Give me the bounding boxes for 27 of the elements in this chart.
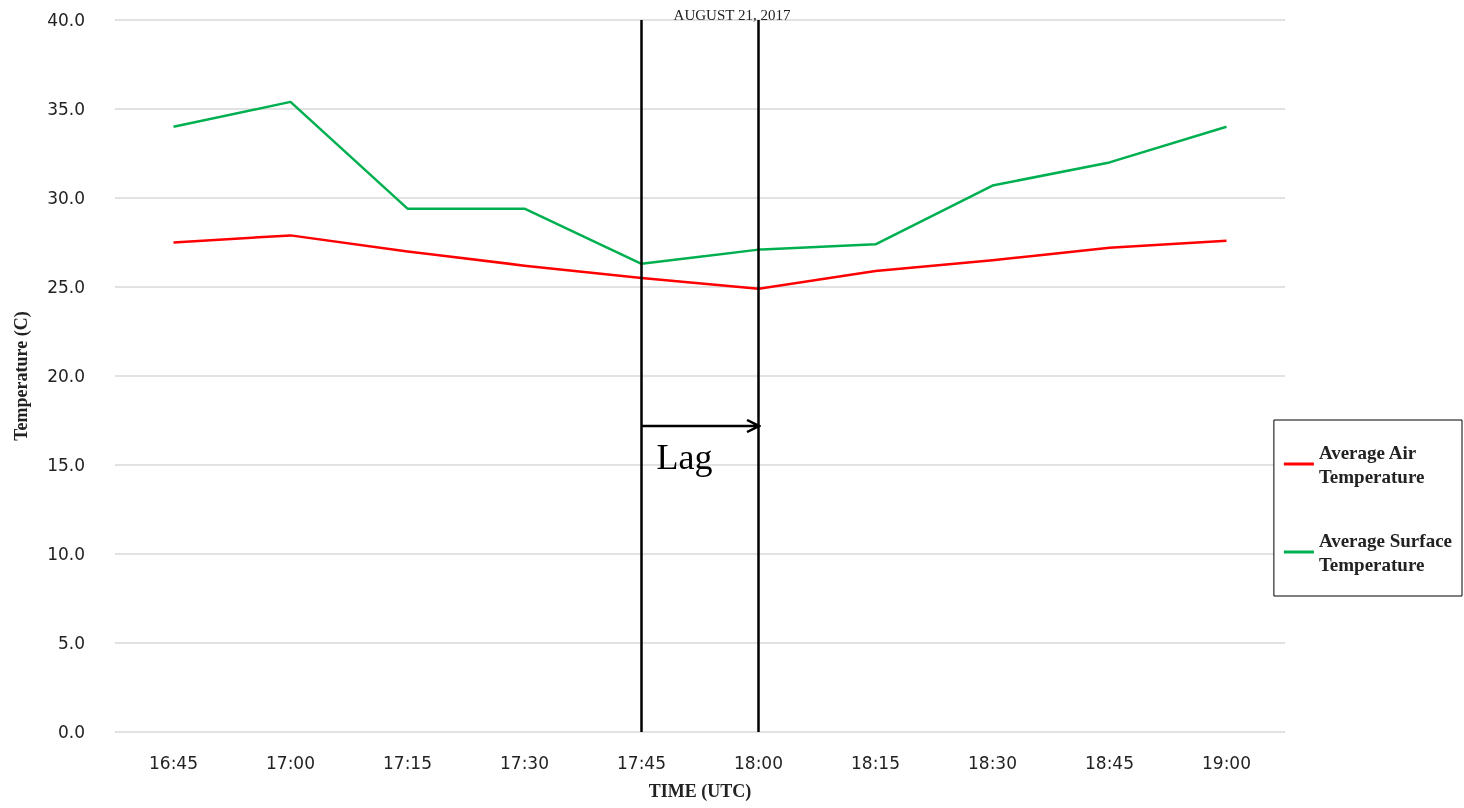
chart-title: AUGUST 21, 2017 — [673, 6, 791, 23]
y-tick-label: 35.0 — [47, 99, 85, 119]
y-tick-label: 15.0 — [47, 455, 85, 475]
annotation: Lag — [656, 435, 713, 478]
x-tick-label: 17:30 — [500, 752, 549, 773]
x-tick-label: 18:15 — [851, 752, 900, 773]
y-axis-title: Temperature (C) — [11, 311, 32, 441]
x-tick-label: 17:00 — [266, 752, 315, 773]
x-tick-label: 18:30 — [968, 752, 1017, 773]
legend-label: Average Surface Temperature — [1318, 529, 1452, 575]
x-tick-label: 19:00 — [1202, 752, 1251, 773]
x-tick-label: 16:45 — [149, 752, 198, 773]
line-series — [172, 234, 1228, 291]
x-axis-title: TIME (UTC) — [648, 781, 752, 802]
x-tick-label: 18:00 — [734, 752, 783, 773]
y-tick-label: 0.0 — [57, 722, 85, 742]
x-tick-label: 17:45 — [617, 752, 666, 773]
y-tick-label: 10.0 — [47, 544, 85, 564]
y-tick-label: 20.0 — [47, 366, 85, 386]
legend-label: Average Air Temperature — [1318, 441, 1425, 487]
y-tick-label: 5.0 — [57, 633, 85, 653]
line-series — [172, 100, 1228, 266]
y-tick-label: 40.0 — [47, 10, 85, 30]
y-tick-label: 25.0 — [47, 277, 85, 297]
x-tick-label: 17:15 — [383, 752, 432, 773]
y-tick-label: 30.0 — [47, 188, 85, 208]
x-tick-label: 18:45 — [1085, 752, 1134, 773]
